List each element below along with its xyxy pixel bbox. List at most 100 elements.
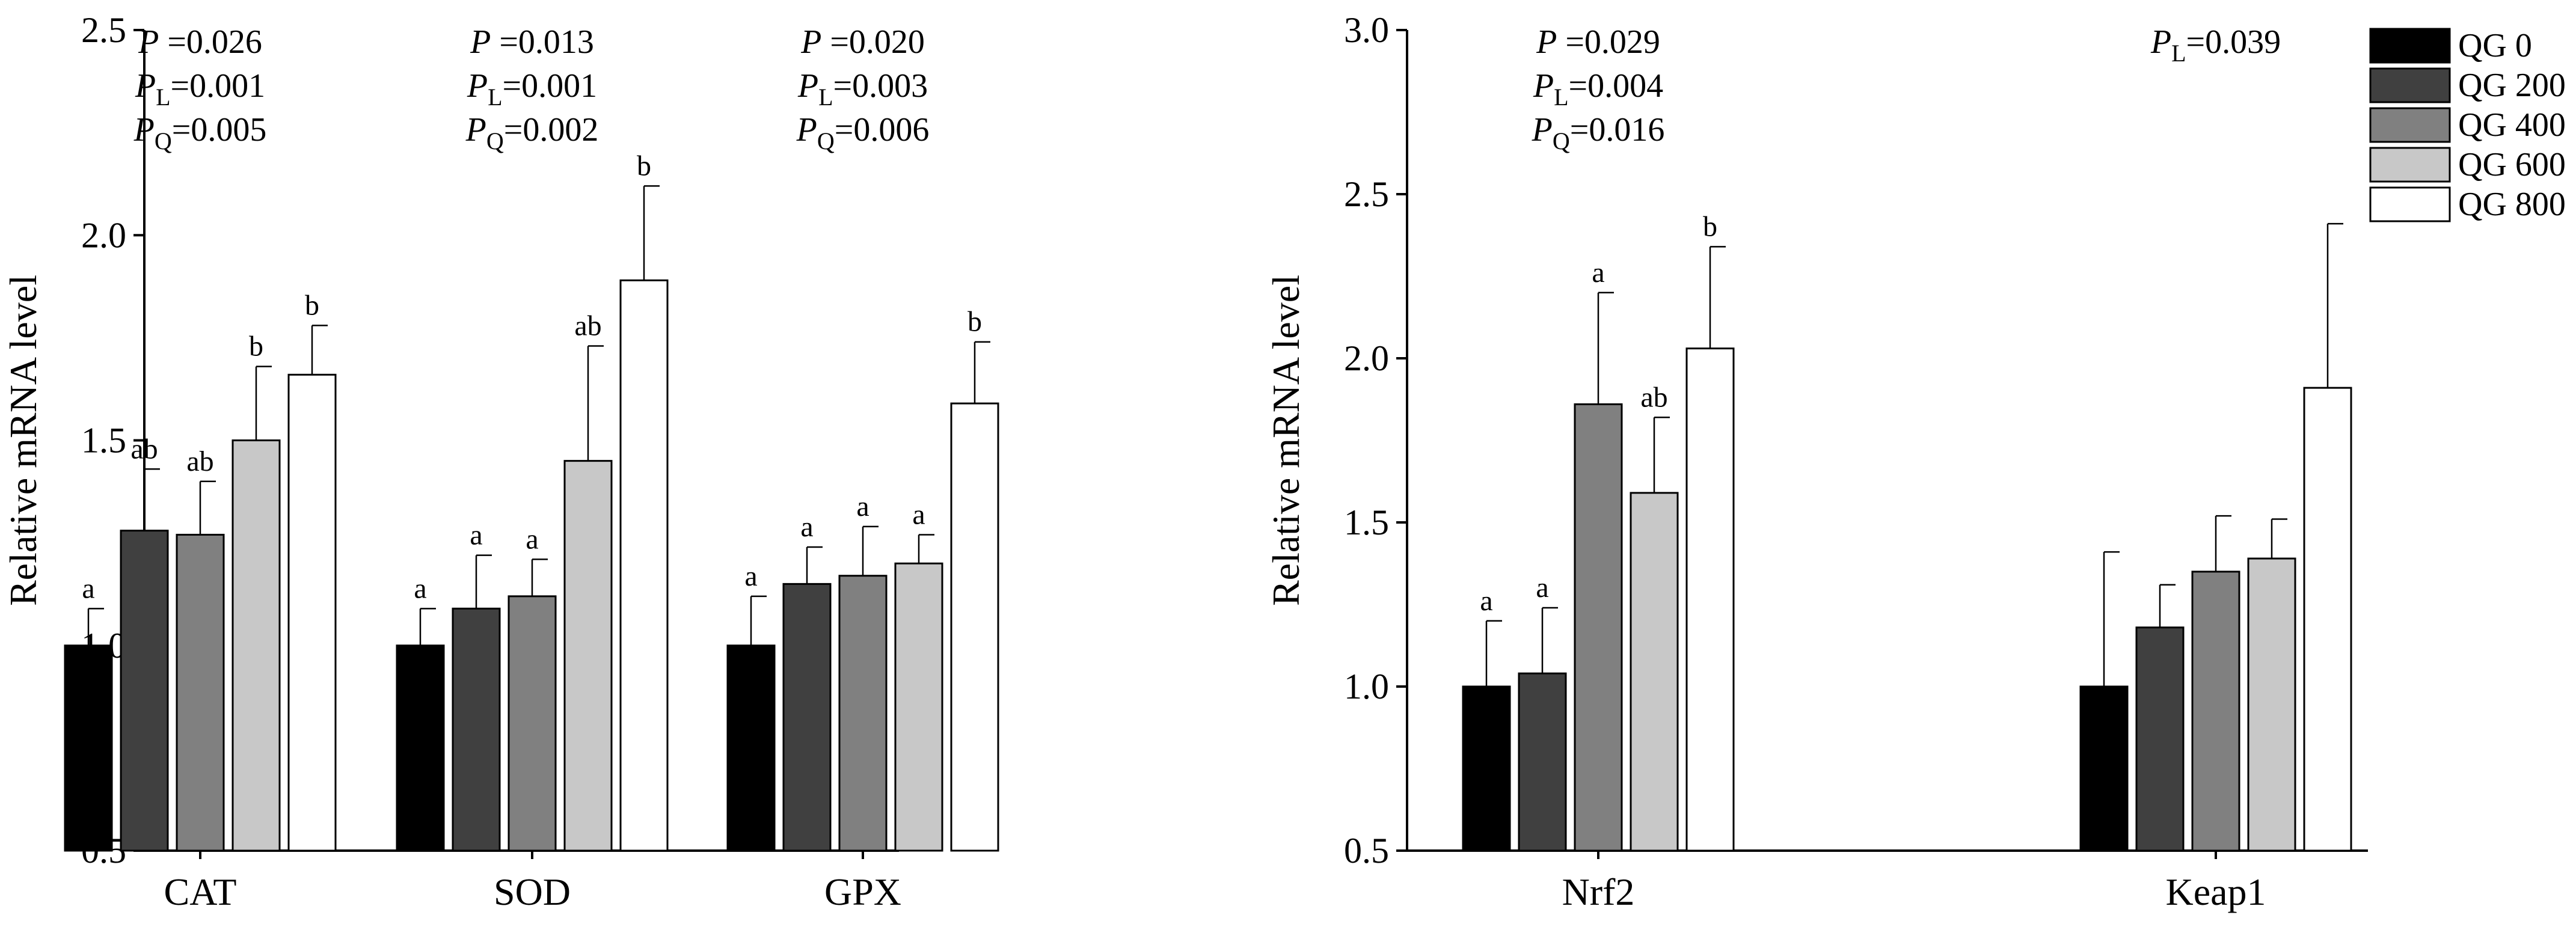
- p-value: =0.029: [1557, 23, 1660, 61]
- significance-letter: a: [414, 572, 426, 604]
- p-subscript: L: [818, 84, 833, 111]
- significance-letter: a: [526, 523, 538, 555]
- legend-label-qg-200: QG 200: [2458, 67, 2566, 104]
- bar-keap1-qg-200: [2135, 626, 2185, 852]
- y-axis-title: Relative mRNA level: [1265, 275, 1307, 606]
- p-value: =0.003: [833, 67, 928, 105]
- y-tick-label: 2.5: [1344, 174, 1389, 214]
- bar-keap1-qg-400: [2191, 571, 2240, 852]
- significance-letter: b: [305, 289, 319, 321]
- p-symbol: P: [465, 111, 486, 148]
- y-tick-label: 1.0: [1344, 667, 1389, 706]
- significance-letter: ab: [186, 445, 213, 477]
- y-tick-label: 1.5: [81, 421, 126, 460]
- bar-gpx-qg-800: [950, 402, 999, 852]
- p-subscript: L: [488, 84, 502, 111]
- legend-label-qg-0: QG 0: [2458, 27, 2532, 64]
- p-value: =0.002: [504, 111, 599, 148]
- p-value-annotation: PQ=0.005: [133, 111, 267, 154]
- significance-letter: a: [744, 560, 757, 592]
- p-symbol: P: [470, 23, 491, 61]
- bar-keap1-qg-600: [2247, 557, 2296, 852]
- p-subscript: Q: [1553, 127, 1570, 154]
- bar-sod-qg-800: [619, 279, 669, 852]
- p-value: =0.006: [835, 111, 930, 148]
- bar-nrf2-qg-200: [1518, 672, 1567, 852]
- p-subscript: Q: [155, 127, 172, 154]
- bar-gpx-qg-0: [726, 644, 776, 852]
- p-symbol: P: [1536, 23, 1557, 61]
- p-value-annotation: P =0.020: [800, 23, 925, 61]
- legend-swatch-qg-800: [2369, 186, 2451, 222]
- significance-letter: a: [470, 519, 482, 551]
- bar-nrf2-qg-400: [1574, 403, 1623, 852]
- p-value-annotation: PL=0.001: [135, 67, 265, 111]
- p-value: =0.013: [491, 23, 594, 61]
- p-value-annotation: PL=0.004: [1533, 67, 1663, 111]
- bar-nrf2-qg-800: [1685, 347, 1735, 852]
- bar-sod-qg-400: [508, 595, 557, 852]
- y-tick-label: 2.0: [81, 215, 126, 255]
- bar-sod-qg-200: [452, 607, 501, 852]
- p-symbol: P: [1532, 111, 1553, 148]
- y-axis-title: Relative mRNA level: [2, 275, 44, 606]
- p-symbol: P: [133, 111, 155, 148]
- p-value: =0.026: [159, 23, 262, 61]
- bar-cat-qg-800: [287, 373, 337, 852]
- bar-keap1-qg-800: [2303, 387, 2352, 852]
- p-value-annotation: PL=0.003: [797, 67, 928, 111]
- significance-letter: b: [637, 150, 651, 182]
- bar-cat-qg-400: [176, 533, 225, 852]
- p-symbol: P: [467, 67, 488, 105]
- significance-letter: b: [249, 331, 263, 363]
- bar-cat-qg-600: [232, 439, 281, 852]
- bar-keap1-qg-0: [2079, 685, 2129, 852]
- bar-gpx-qg-400: [838, 575, 888, 852]
- legend-swatch-qg-0: [2369, 28, 2451, 64]
- p-symbol: P: [796, 111, 817, 148]
- p-value-annotation: P =0.029: [1536, 23, 1660, 61]
- p-symbol: P: [2150, 23, 2171, 61]
- y-tick-label: 2.5: [81, 10, 126, 50]
- p-value-annotation: PQ=0.002: [465, 111, 599, 154]
- significance-letter: a: [1536, 572, 1548, 604]
- p-subscript: Q: [486, 127, 504, 154]
- category-label-sod: SOD: [494, 870, 571, 913]
- bar-sod-qg-600: [563, 460, 613, 852]
- category-label-keap1: Keap1: [2165, 870, 2266, 913]
- p-value: =0.016: [1570, 111, 1665, 148]
- significance-letter: a: [912, 498, 925, 530]
- p-value-annotation: P =0.013: [470, 23, 594, 61]
- significance-letter: a: [1480, 585, 1492, 617]
- p-value-annotation: PL=0.039: [2150, 23, 2281, 67]
- significance-letter: a: [1592, 257, 1604, 289]
- legend-swatch-qg-400: [2369, 107, 2451, 143]
- bar-gpx-qg-200: [782, 583, 832, 852]
- bar-gpx-qg-600: [894, 562, 943, 852]
- p-symbol: P: [800, 23, 821, 61]
- significance-letter: b: [1703, 210, 1717, 242]
- category-label-cat: CAT: [164, 870, 237, 913]
- p-subscript: L: [1554, 84, 1568, 111]
- p-value: =0.020: [821, 23, 925, 61]
- bar-sod-qg-0: [396, 644, 445, 852]
- legend-swatch-qg-600: [2369, 147, 2451, 183]
- p-value-annotation: PL=0.001: [467, 67, 597, 111]
- p-subscript: L: [156, 84, 170, 111]
- p-symbol: P: [1533, 67, 1554, 105]
- p-symbol: P: [135, 67, 156, 105]
- y-tick-label: 3.0: [1344, 10, 1389, 50]
- significance-letter: ab: [130, 433, 158, 465]
- significance-letter: ab: [574, 310, 601, 342]
- significance-letter: a: [800, 511, 813, 543]
- p-subscript: Q: [817, 127, 835, 154]
- p-symbol: P: [138, 23, 159, 61]
- bar-nrf2-qg-0: [1462, 685, 1511, 852]
- legend-swatch-qg-200: [2369, 67, 2451, 103]
- p-value: =0.004: [1569, 67, 1664, 105]
- legend-label-qg-600: QG 600: [2458, 146, 2566, 183]
- significance-letter: ab: [1640, 381, 1667, 413]
